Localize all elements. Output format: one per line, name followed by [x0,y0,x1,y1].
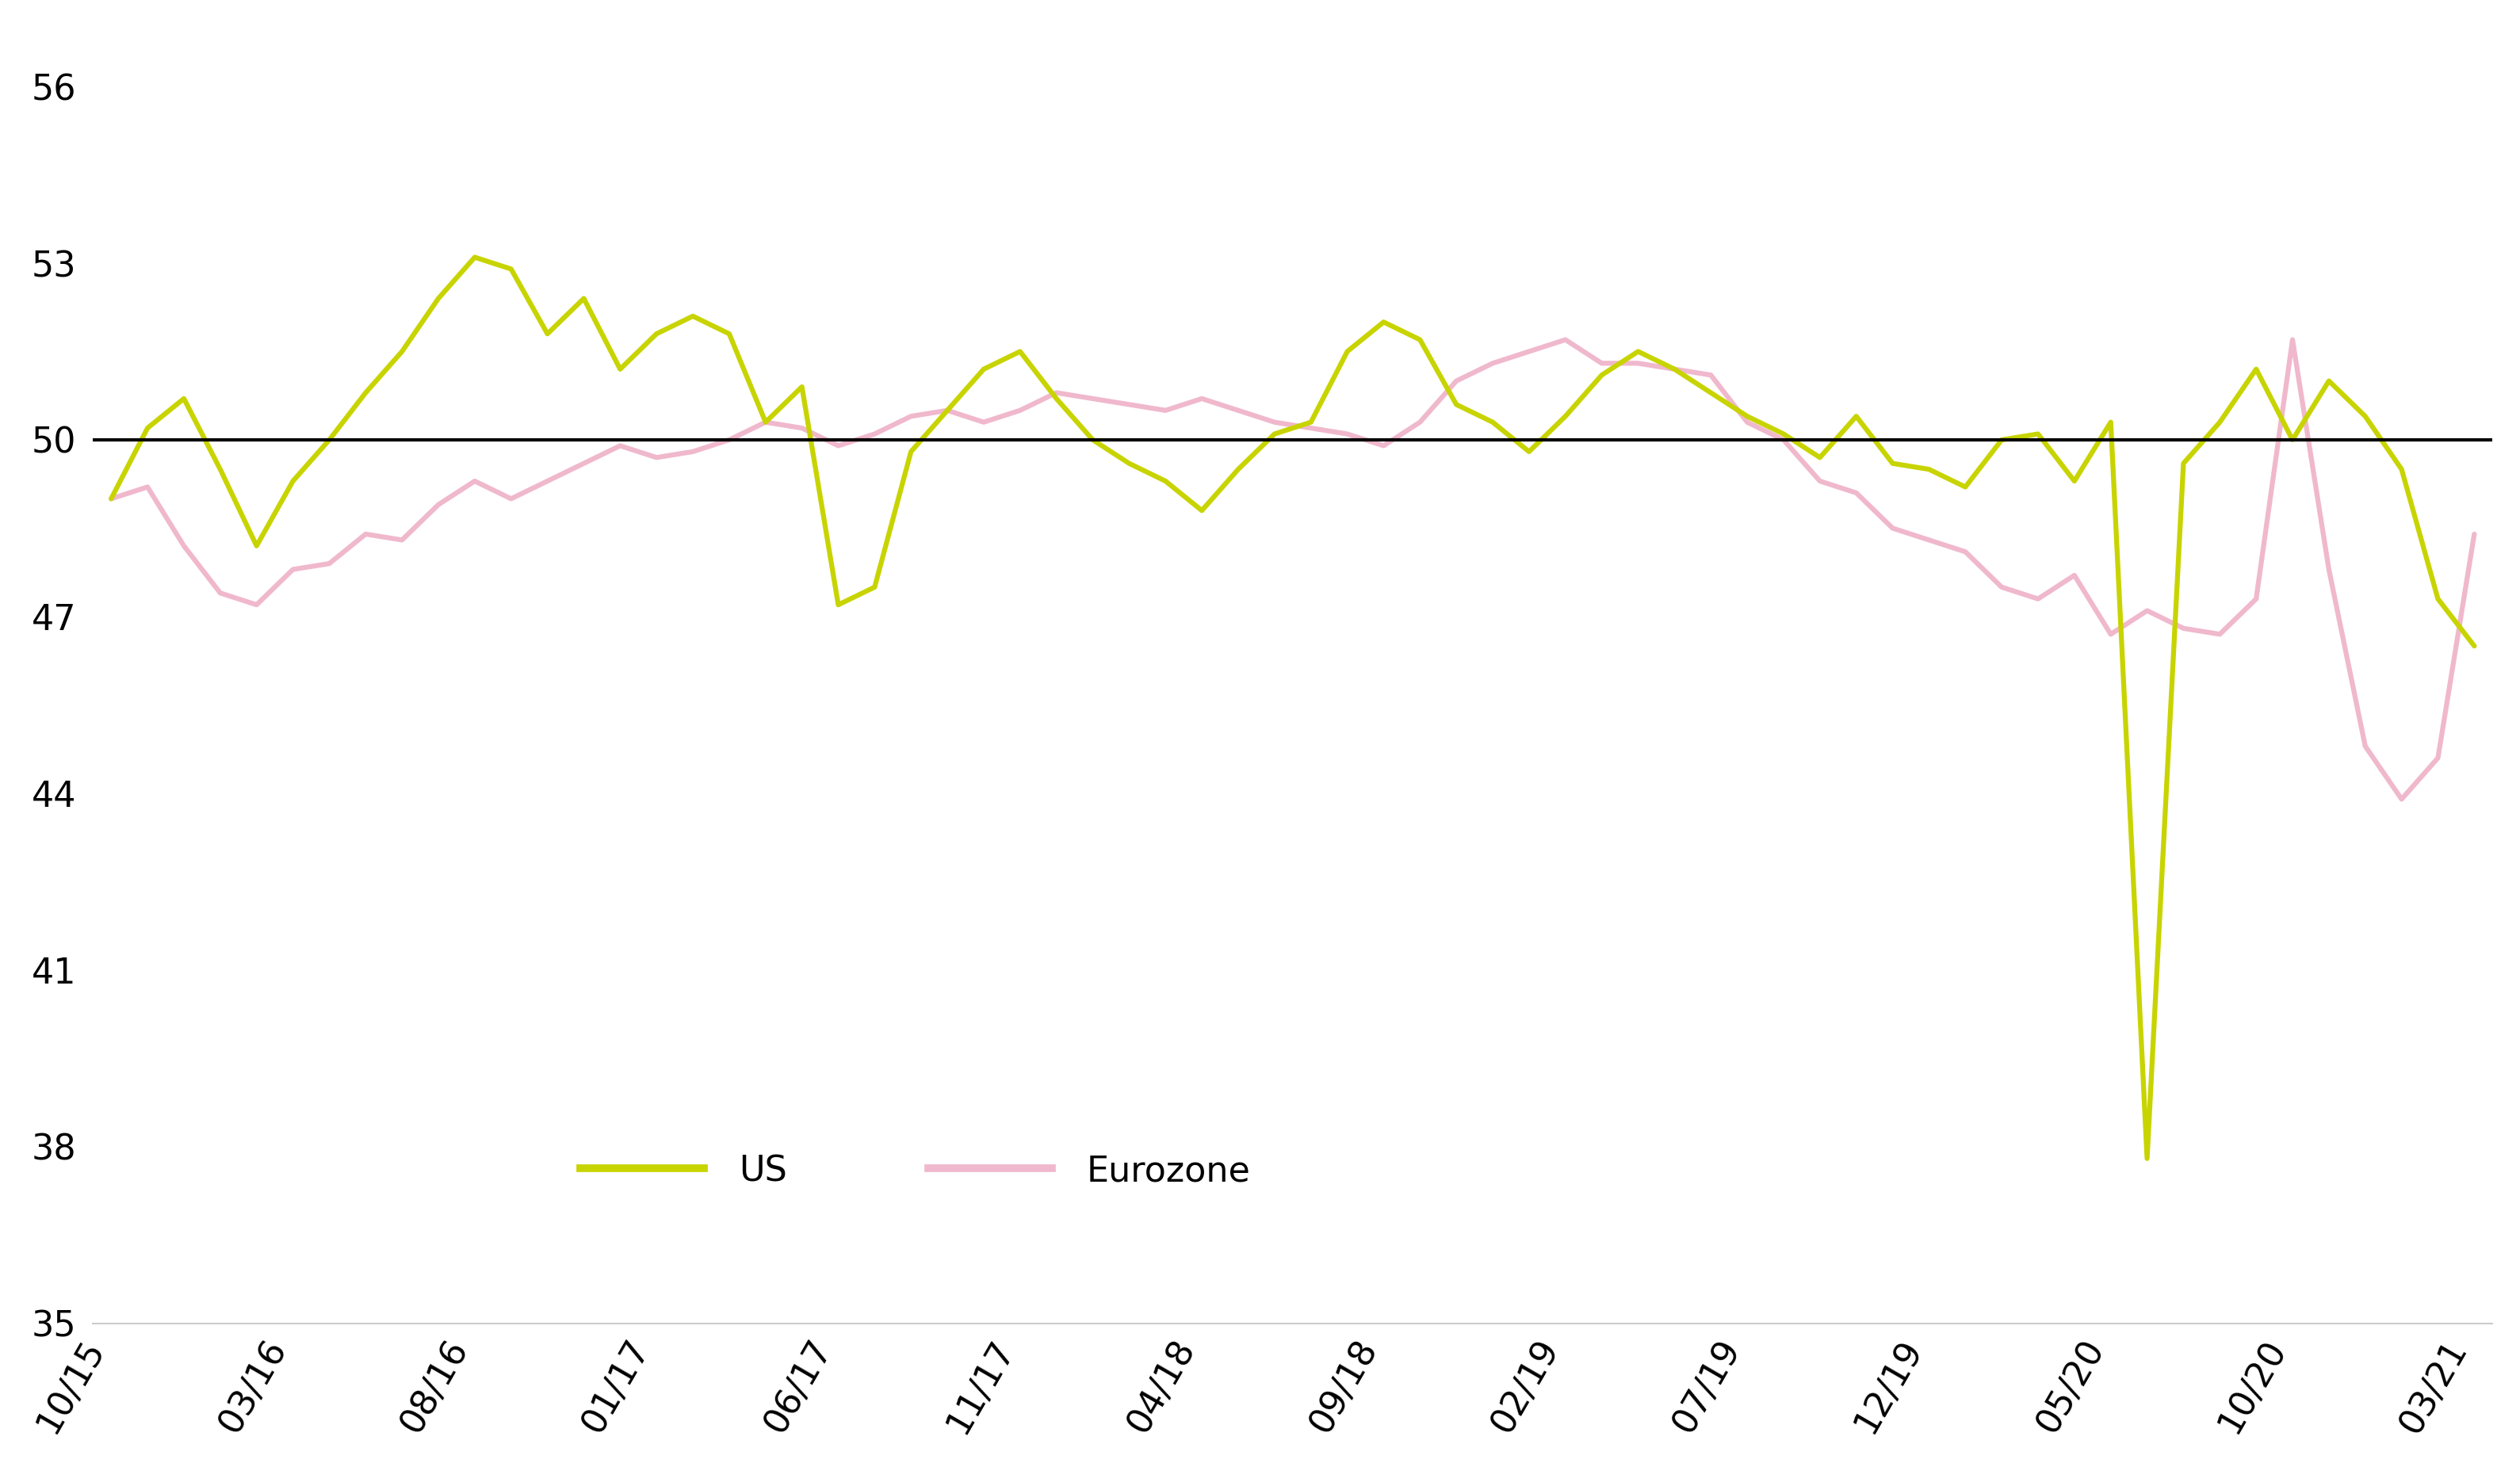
Eurozone [277,560,307,578]
Line: Eurozone: Eurozone [111,340,2475,800]
Eurozone [1114,396,1144,414]
Legend: US, Eurozone: US, Eurozone [567,1140,1265,1201]
US [459,248,489,266]
Eurozone [678,443,708,461]
Eurozone [824,437,854,455]
Eurozone [2386,791,2417,808]
US [1187,502,1217,519]
Eurozone [1986,578,2016,596]
Line: US: US [111,257,2475,1159]
US [1986,431,2016,449]
US [96,490,126,508]
Eurozone [96,490,126,508]
US [277,472,307,490]
Eurozone [1550,332,1580,349]
Eurozone [1149,402,1179,420]
US [713,326,743,343]
Eurozone [2460,525,2490,543]
US [2132,1150,2162,1168]
US [859,578,890,596]
US [2460,637,2490,654]
US [1149,472,1179,490]
